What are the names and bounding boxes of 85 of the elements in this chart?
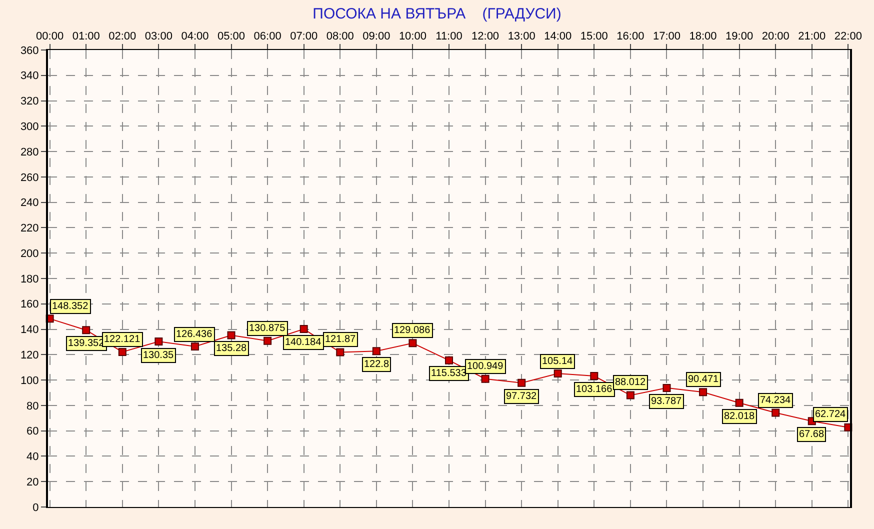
data-label: 122.121 (104, 334, 141, 345)
point (190, 342, 199, 350)
x-tick-label: 12:00 (472, 30, 500, 43)
x-tick-label: 16:00 (616, 30, 644, 43)
y-tick-label: 0 (32, 502, 39, 514)
point (772, 408, 780, 417)
y-tick-label: 340 (20, 70, 39, 82)
x-tick-label: 11:00 (436, 30, 462, 43)
y-tick-label: 180 (20, 273, 39, 286)
x-tick-label: 19:00 (726, 30, 754, 43)
x-tick-label: 08:00 (326, 30, 354, 43)
point (662, 384, 671, 392)
point (590, 372, 598, 380)
chart-title: ПОСОКА НА ВЯТЪРА (ГРАДУСИ) (312, 5, 562, 22)
x-tick-label: 01:00 (72, 30, 100, 43)
data-label: 130.875 (249, 323, 286, 334)
y-tick-label: 240 (20, 197, 39, 210)
x-tick-label: 10:00 (398, 30, 426, 43)
x-tick-label: 04:00 (181, 30, 209, 43)
data-label: 88.012 (615, 377, 646, 388)
data-label: 74.234 (760, 395, 792, 406)
x-tick-label: 15:00 (580, 30, 608, 43)
y-tick-label: 40 (26, 451, 39, 464)
x-tick-label: 02:00 (108, 30, 136, 43)
point (481, 374, 490, 383)
point (154, 338, 163, 346)
x-tick-label: 05:00 (217, 30, 246, 43)
point (408, 339, 417, 348)
data-label: 130.35 (143, 350, 174, 361)
x-tick-label: 06:00 (254, 30, 282, 43)
data-label: 135.28 (216, 343, 248, 354)
point (518, 378, 526, 387)
y-tick-label: 200 (20, 248, 39, 260)
point (372, 347, 380, 356)
data-label: 129.086 (394, 325, 431, 336)
data-label: 148.352 (52, 301, 89, 312)
y-tick-label: 100 (20, 374, 39, 387)
y-tick-label: 60 (26, 426, 39, 438)
point (118, 348, 126, 356)
data-label: 115.533 (431, 368, 467, 379)
y-tick-label: 80 (26, 400, 39, 412)
x-tick-label: 20:00 (762, 30, 790, 43)
x-tick-label: 21:00 (798, 30, 826, 43)
point (626, 391, 634, 400)
x-tick-label: 07:00 (290, 30, 318, 43)
x-tick-label: 03:00 (144, 30, 172, 43)
data-label: 126.436 (176, 329, 213, 340)
point (336, 348, 344, 356)
data-label: 93.787 (651, 396, 682, 407)
y-tick-label: 20 (26, 476, 39, 488)
y-tick-label: 160 (20, 298, 39, 311)
point (699, 388, 708, 396)
point (227, 331, 236, 340)
data-label: 105.14 (542, 356, 574, 367)
point (300, 325, 308, 334)
y-tick-label: 260 (20, 172, 39, 184)
x-tick-label: 13:00 (508, 30, 536, 43)
data-label: 62.724 (815, 409, 846, 420)
data-label: 103.166 (576, 384, 613, 395)
data-label: 122.8 (364, 359, 390, 370)
data-label: 90.471 (688, 374, 720, 385)
y-tick-label: 300 (20, 121, 39, 134)
y-tick-label: 360 (20, 44, 39, 57)
x-tick-label: 22:00 (834, 30, 862, 43)
data-label: 121.87 (325, 334, 356, 345)
data-label: 97.732 (506, 391, 538, 402)
y-tick-label: 220 (20, 222, 39, 235)
x-tick-label: 09:00 (362, 30, 390, 43)
point (264, 336, 272, 345)
data-label: 140.184 (285, 337, 322, 348)
point (82, 326, 90, 334)
x-tick-label: 00:00 (36, 30, 64, 43)
point (735, 398, 744, 407)
point (445, 356, 453, 364)
data-label: 67.68 (799, 429, 824, 440)
y-tick-label: 140 (20, 324, 39, 336)
x-tick-label: 17:00 (652, 30, 681, 43)
x-tick-label: 18:00 (689, 30, 717, 43)
y-tick-label: 320 (20, 96, 39, 108)
data-label: 100.949 (467, 361, 504, 372)
y-tick-label: 280 (20, 146, 39, 158)
data-label: 82.018 (724, 411, 756, 422)
point (554, 370, 562, 378)
y-tick-label: 120 (20, 350, 39, 362)
x-tick-label: 14:00 (544, 30, 572, 43)
